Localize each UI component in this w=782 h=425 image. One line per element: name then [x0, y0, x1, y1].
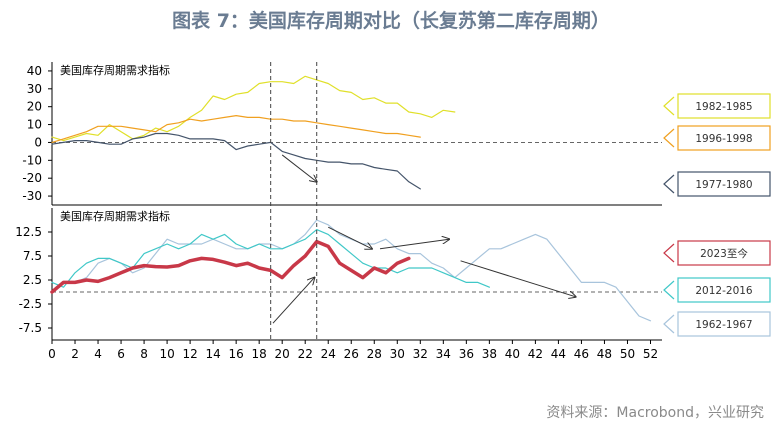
y-tick-label: 12.5	[15, 225, 42, 239]
series-line-1996-1998	[51, 114, 421, 143]
legend-box-2012-2016	[677, 277, 771, 303]
legend-label-1962-1967: 1962-1967	[695, 319, 752, 331]
x-tick-label: 38	[482, 347, 497, 361]
legend-label-1982-1985: 1982-1985	[695, 101, 752, 113]
y-tick-label: 20	[27, 100, 42, 114]
y-tick-label: 40	[27, 64, 42, 78]
x-tick-label: 2	[71, 347, 79, 361]
x-tick-label: 18	[252, 347, 267, 361]
legend-connector	[663, 280, 675, 300]
legend-label-1996-1998: 1996-1998	[695, 133, 752, 145]
y-tick-label: 7.5	[23, 249, 42, 263]
top-panel: -30 -20 -10 0 10 20 30 40 美国库存周期需求指标 1982-1985 199…	[22, 62, 771, 206]
x-tick-label: 50	[620, 347, 635, 361]
x-tick-label: 6	[117, 347, 125, 361]
source-note: 资料来源：Macrobond，兴业研究	[546, 405, 764, 421]
legend-label-1977-1980: 1977-1980	[695, 179, 752, 191]
bottom-panel: -7.5 -2.5 2.5 7.5 12.5 美国库存周期需求指标 2023至今 2012-2…	[15, 208, 771, 361]
series-line-1977-1980	[51, 132, 421, 190]
overlay-annotations	[270, 62, 576, 340]
x-tick-label: 46	[574, 347, 589, 361]
legend-box-1996-1998	[677, 125, 771, 151]
legend-connector	[663, 314, 675, 334]
x-tick-label: 48	[597, 347, 612, 361]
y-tick-label: -30	[22, 189, 42, 203]
legend-connector	[663, 174, 675, 194]
x-tick-label: 44	[551, 347, 566, 361]
x-tick-label: 52	[643, 347, 658, 361]
x-tick-label: 26	[344, 347, 359, 361]
trend-arrow	[328, 226, 372, 249]
y-tick-label: -20	[22, 171, 42, 185]
x-tick-label: 10	[159, 347, 174, 361]
x-tick-label: 34	[436, 347, 451, 361]
legend-box-1977-1980	[677, 171, 771, 197]
legend-connector	[663, 243, 675, 263]
y-tick-label: 10	[27, 118, 42, 132]
x-tick-label: 24	[321, 347, 336, 361]
x-tick-label: 32	[413, 347, 428, 361]
x-tick-label: 8	[140, 347, 148, 361]
x-tick-label: 4	[94, 347, 102, 361]
legend-connector	[663, 128, 675, 148]
trend-arrow	[460, 260, 576, 297]
x-tick-label: 16	[229, 347, 244, 361]
legend-box-1962-1967	[677, 311, 771, 337]
y-tick-label: 2.5	[23, 273, 42, 287]
series-line-1982-1985	[51, 75, 456, 142]
x-tick-label: 22	[298, 347, 313, 361]
panel-label: 美国库存周期需求指标	[60, 209, 170, 223]
y-tick-label: -7.5	[19, 321, 42, 335]
legend-box-1982-1985	[677, 93, 771, 119]
x-tick-label: 30	[390, 347, 405, 361]
series-line-2023至今	[50, 239, 411, 294]
legend-connector	[663, 96, 675, 116]
x-tick-label: 42	[528, 347, 543, 361]
x-tick-label: 12	[182, 347, 197, 361]
y-tick-label: -2.5	[19, 297, 42, 311]
series-line-2012-2016	[51, 229, 490, 288]
trend-arrow	[272, 278, 314, 324]
panel-label: 美国库存周期需求指标	[60, 63, 170, 77]
y-tick-label: 0	[34, 135, 42, 149]
x-tick-label: 28	[367, 347, 382, 361]
y-tick-label: -10	[22, 153, 42, 167]
trend-arrow	[281, 154, 317, 182]
legend-label-2012-2016: 2012-2016	[695, 285, 753, 297]
legend-box-2023至今	[677, 240, 771, 266]
series-line-1962-1967	[74, 219, 652, 322]
y-tick-label: 30	[27, 82, 42, 96]
chart-title: 图表 7：美国库存周期对比（长复苏第二库存周期）	[172, 10, 610, 32]
x-tick-label: 36	[459, 347, 474, 361]
x-tick-label: 20	[275, 347, 290, 361]
trend-arrow	[379, 239, 449, 250]
x-tick-label: 0	[48, 347, 56, 361]
x-tick-label: 40	[505, 347, 520, 361]
x-tick-label: 14	[205, 347, 220, 361]
legend-label-2023至今: 2023至今	[700, 247, 748, 260]
